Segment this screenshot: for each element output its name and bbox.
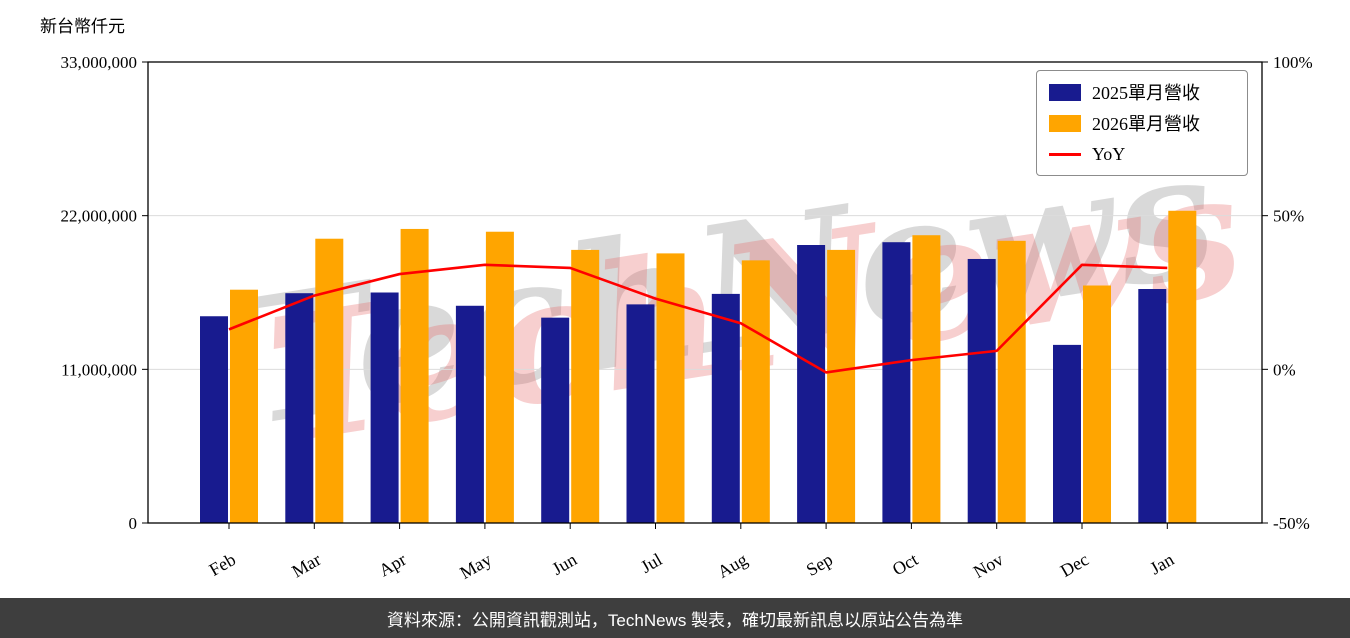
bar-2026-Jul — [656, 253, 685, 524]
legend-swatch-2025 — [1049, 83, 1081, 101]
bar-2026-Apr — [400, 228, 429, 524]
legend-item-2026: 2026單月營收 — [1049, 111, 1235, 135]
x-tick-label-May: May — [456, 549, 495, 583]
bar-2026-Mar — [315, 238, 344, 523]
legend: 2025單月營收 2026單月營收 YoY — [1036, 70, 1248, 176]
bar-2025-Mar — [285, 293, 314, 523]
legend-swatch-2026 — [1049, 114, 1081, 132]
legend-swatch-yoy-line — [1049, 152, 1081, 156]
bar-2025-Jun — [541, 317, 570, 523]
bar-2025-Sep — [797, 245, 826, 523]
right-tick-label: -50% — [1273, 514, 1310, 533]
bar-2026-Jun — [571, 249, 600, 523]
x-tick-label-Mar: Mar — [288, 549, 324, 581]
legend-label-2025: 2025單月營收 — [1092, 83, 1200, 103]
x-tick-label-Sep: Sep — [803, 549, 836, 580]
bar-2026-Aug — [741, 260, 770, 523]
x-tick-label-Jul: Jul — [637, 549, 665, 577]
right-tick-label: 0% — [1273, 360, 1296, 379]
bar-2025-Oct — [882, 242, 911, 523]
bar-2025-Jan — [1138, 289, 1167, 523]
footer-text: 資料來源：公開資訊觀測站，TechNews 製表，確切最新訊息以原站公告為準 — [386, 610, 964, 630]
chart-plot: 33,000,000 22,000,000 11,000,000 0 100% 50% 0%… — [61, 53, 1313, 583]
bar-2025-Feb — [200, 316, 228, 523]
x-tick-label-Oct: Oct — [889, 549, 922, 579]
legend-label-2026: 2026單月營收 — [1092, 114, 1200, 134]
plot-border — [147, 61, 1263, 524]
bar-2026-May — [485, 231, 514, 523]
bar-2025-Apr — [370, 292, 399, 523]
right-tick-label: 100% — [1273, 53, 1313, 72]
bar-2025-Nov — [967, 258, 996, 523]
right-tick-label: 50% — [1273, 207, 1304, 226]
legend-item-yoy: YoY — [1049, 142, 1235, 166]
bar-2025-Dec — [1053, 344, 1081, 523]
bar-2026-Jan — [1168, 210, 1197, 523]
x-tick-label-Jan: Jan — [1147, 549, 1178, 578]
x-tick-label-Jun: Jun — [549, 549, 581, 579]
bar-2025-Jul — [626, 304, 655, 523]
bar-2026-Oct — [912, 235, 941, 523]
legend-label-yoy: YoY — [1092, 143, 1126, 164]
left-tick-label: 22,000,000 — [61, 207, 138, 226]
bar-2026-Dec — [1083, 285, 1111, 523]
footer-bar: 資料來源：公開資訊觀測站，TechNews 製表，確切最新訊息以原站公告為準 — [0, 598, 1350, 638]
yoy-line — [228, 263, 1168, 374]
bar-2026-Nov — [997, 240, 1026, 523]
x-tick-label-Dec: Dec — [1057, 549, 1092, 581]
bar-2025-Aug — [711, 293, 740, 523]
left-tick-label: 33,000,000 — [61, 53, 138, 72]
left-tick-label: 0 — [129, 514, 138, 533]
legend-item-2025: 2025單月營收 — [1049, 80, 1235, 104]
x-tick-label-Feb: Feb — [206, 549, 239, 580]
bar-2026-Feb — [230, 289, 258, 523]
left-tick-label: 11,000,000 — [61, 360, 137, 379]
x-tick-label-Aug: Aug — [714, 549, 751, 582]
bar-2026-Sep — [827, 249, 856, 523]
x-tick-label-Apr: Apr — [375, 549, 409, 580]
left-axis-title: 新台幣仟元 — [40, 17, 125, 36]
x-tick-label-Nov: Nov — [970, 549, 1007, 582]
bar-2025-May — [455, 305, 484, 523]
